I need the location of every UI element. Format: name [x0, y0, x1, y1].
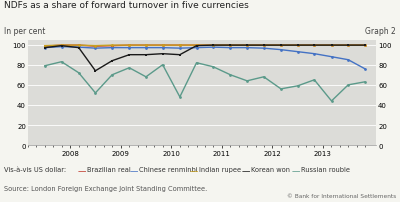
Text: —: — — [242, 167, 250, 176]
Text: Graph 2: Graph 2 — [365, 27, 396, 36]
Text: Russian rouble: Russian rouble — [301, 167, 350, 173]
Text: —: — — [190, 167, 198, 176]
Text: Indian rupee: Indian rupee — [199, 167, 241, 173]
Text: —: — — [292, 167, 300, 176]
Text: Korean won: Korean won — [251, 167, 290, 173]
Text: Chinese renminbi: Chinese renminbi — [139, 167, 198, 173]
Text: Vis-à-vis US dollar:: Vis-à-vis US dollar: — [4, 167, 66, 173]
Text: —: — — [130, 167, 138, 176]
Text: NDFs as a share of forward turnover in five currencies: NDFs as a share of forward turnover in f… — [4, 1, 249, 10]
Text: Source: London Foreign Exchange Joint Standing Committee.: Source: London Foreign Exchange Joint St… — [4, 185, 207, 191]
Text: In per cent: In per cent — [4, 27, 45, 36]
Text: Brazilian real: Brazilian real — [87, 167, 130, 173]
Text: —: — — [78, 167, 86, 176]
Text: © Bank for International Settlements: © Bank for International Settlements — [287, 193, 396, 198]
